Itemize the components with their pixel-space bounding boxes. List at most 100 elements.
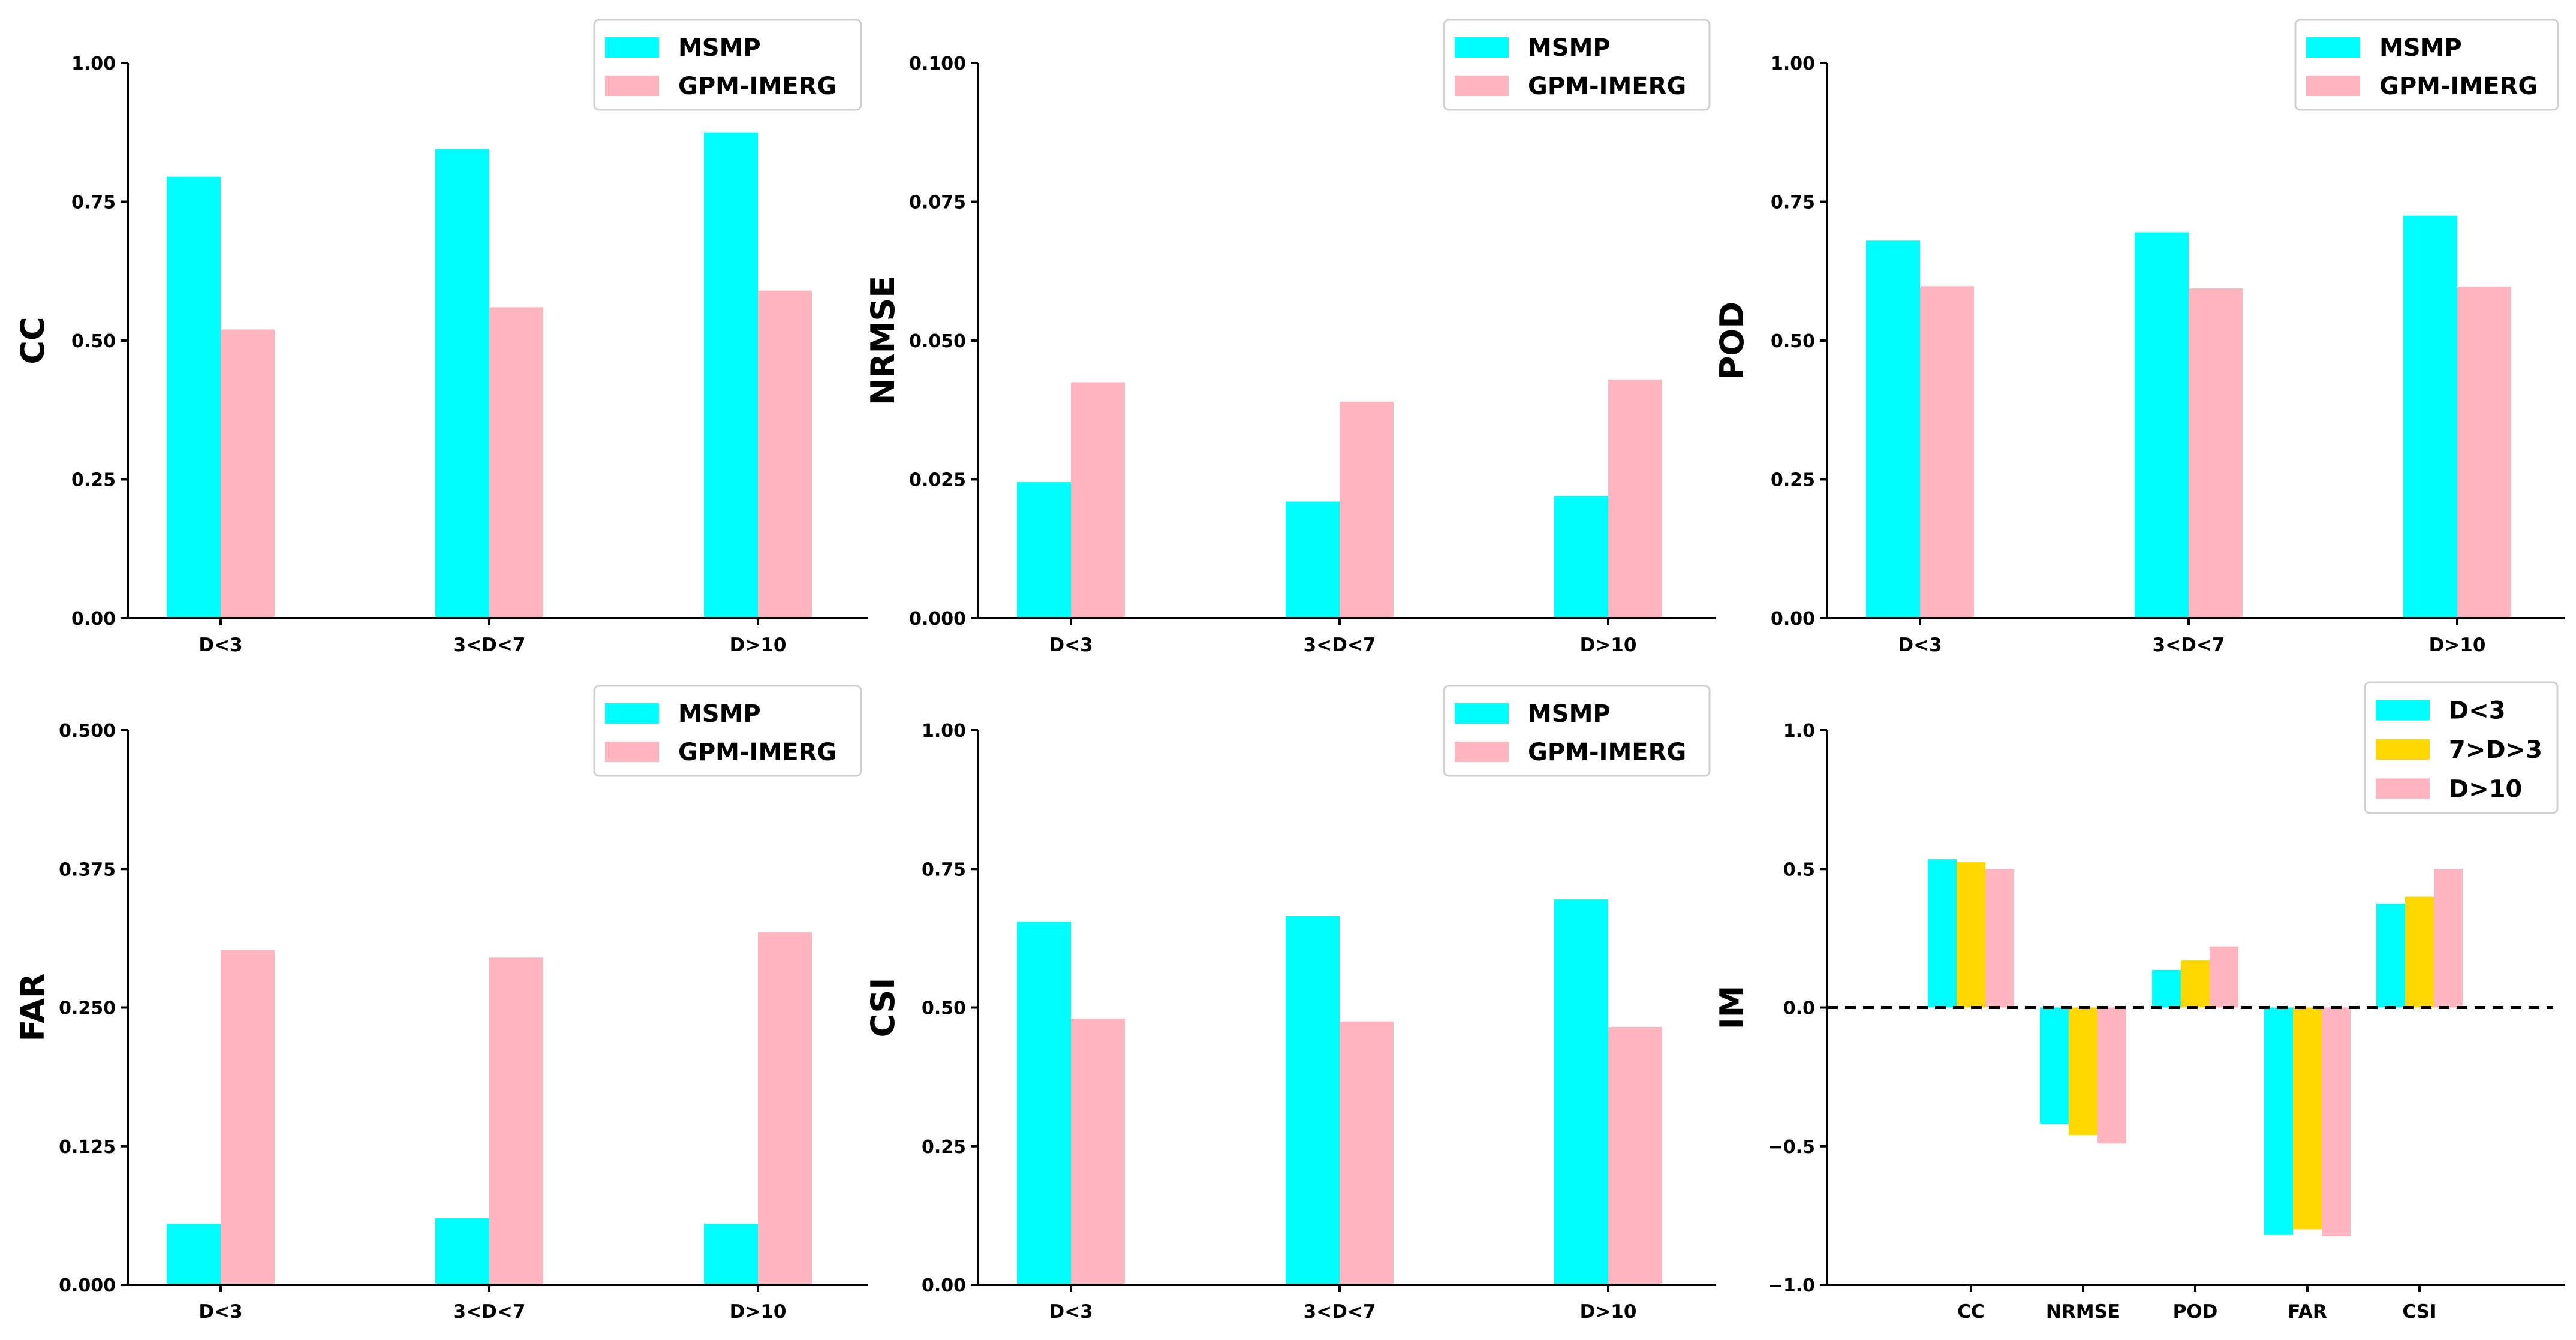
legend-swatch-far-0 [605,703,659,724]
y-tick-label-csi-3: 0.75 [922,859,966,880]
y-tick-label-nrmse-0: 0.000 [909,609,966,630]
chart-cc: 0.00 0.25 0.50 0.75 1.00 D<3 3<D<7 D>10 CC MSMP GP… [14,19,868,656]
x-tick-label-im-4: CSI [2402,1301,2436,1323]
legend-frame-nrmse [1443,19,1711,111]
x-tick-label-im-1: NRMSE [2046,1301,2120,1323]
y-tick-label-im-4: 1.0 [1783,721,1815,742]
bar-far-GPMIMERG-1 [489,957,543,1285]
bar-im-7D3-3 [2293,1007,2322,1230]
x-tick-label-im-0: CC [1957,1301,1985,1323]
y-tick-label-far-3: 0.375 [59,859,116,880]
bar-far-MSMP-1 [435,1218,489,1285]
x-tick-label-nrmse-1: 3<D<7 [1304,634,1376,656]
y-axis-label-csi: CSI [864,978,902,1038]
chart-im: −1.0 −0.5 0.0 0.5 1.0 CC NRMSE POD FAR CSI IM D<3 7>… [1713,681,2565,1323]
x-tick-label-far-2: D>10 [730,1301,787,1323]
legend-far: MSMP GPM-IMERG [593,685,862,777]
y-tick-label-nrmse-4: 0.100 [909,53,966,74]
x-tick-label-csi-2: D>10 [1580,1301,1637,1323]
legend-label-csi-0: MSMP [1528,700,1611,728]
bar-far-MSMP-2 [704,1224,758,1285]
y-tick-label-csi-4: 1.00 [922,721,966,742]
y-tick-label-far-2: 0.250 [59,998,116,1019]
x-tick-label-pod-2: D>10 [2429,634,2486,656]
y-tick-label-far-4: 0.500 [59,721,116,742]
y-tick-label-nrmse-3: 0.075 [909,192,966,213]
bar-im-D10-3 [2322,1007,2351,1237]
bar-im-D10-4 [2434,869,2463,1008]
bar-im-D10-1 [2097,1007,2126,1144]
y-axis-label-cc: CC [14,317,52,364]
legend-label-far-1: GPM-IMERG [678,739,836,766]
bar-pod-MSMP-1 [2135,232,2189,618]
legend-label-im-0: D<3 [2449,697,2506,725]
bar-cc-MSMP-2 [704,132,758,618]
legend-label-cc-1: GPM-IMERG [678,73,836,100]
legend-nrmse: MSMP GPM-IMERG [1443,19,1711,111]
bar-im-7D3-4 [2405,896,2434,1008]
bar-pod-GPMIMERG-2 [2457,287,2511,619]
legend-label-csi-1: GPM-IMERG [1528,739,1686,766]
bar-pod-MSMP-2 [2403,215,2457,618]
legend-label-im-1: 7>D>3 [2449,736,2542,764]
y-axis-label-nrmse: NRMSE [864,276,902,405]
legend-swatch-pod-0 [2306,37,2360,58]
y-tick-label-cc-4: 1.00 [71,53,116,74]
y-tick-label-pod-4: 1.00 [1771,53,1815,74]
bar-im-D3-4 [2376,904,2405,1008]
bar-csi-GPMIMERG-2 [1608,1026,1662,1285]
x-tick-label-csi-1: 3<D<7 [1304,1301,1376,1323]
legend-frame-csi [1443,685,1711,777]
legend-frame-far [593,685,862,777]
bar-csi-MSMP-2 [1554,899,1608,1285]
y-axis-label-pod: POD [1713,302,1751,380]
x-tick-label-pod-1: 3<D<7 [2153,634,2225,656]
x-tick-label-far-1: 3<D<7 [453,1301,526,1323]
y-tick-label-csi-1: 0.25 [922,1137,966,1158]
y-tick-label-im-3: 0.5 [1783,859,1815,880]
bar-nrmse-GPMIMERG-0 [1071,382,1125,618]
x-tick-label-cc-1: 3<D<7 [453,634,526,656]
x-tick-label-nrmse-2: D>10 [1580,634,1637,656]
bar-pod-GPMIMERG-1 [2189,288,2243,618]
y-tick-label-csi-2: 0.50 [922,998,966,1019]
legend-swatch-im-1 [2376,739,2430,760]
x-tick-label-im-2: POD [2173,1301,2218,1323]
legend-swatch-cc-0 [605,37,659,58]
bar-im-D3-2 [2152,970,2181,1008]
y-tick-label-nrmse-2: 0.050 [909,331,966,352]
bar-cc-GPMIMERG-2 [758,290,812,618]
bar-cc-MSMP-1 [435,149,489,618]
legend-swatch-im-0 [2376,700,2430,721]
legend-im: D<3 7>D>3 D>10 [2364,681,2559,814]
legend-swatch-csi-1 [1455,742,1509,762]
y-axis-label-im: IM [1713,986,1751,1030]
chart-csi: 0.00 0.25 0.50 0.75 1.00 D<3 3<D<7 D>10 CSI MSMP G… [864,685,1716,1323]
y-tick-label-im-0: −1.0 [1768,1275,1815,1296]
bar-csi-GPMIMERG-0 [1071,1019,1125,1285]
y-tick-label-cc-2: 0.50 [71,331,116,352]
x-tick-label-csi-0: D<3 [1049,1301,1093,1323]
legend-swatch-cc-1 [605,76,659,96]
legend-label-pod-0: MSMP [2379,34,2462,62]
legend-label-pod-1: GPM-IMERG [2379,73,2538,100]
legend-label-far-0: MSMP [678,700,761,728]
bar-im-D3-1 [2040,1007,2069,1124]
x-tick-label-cc-2: D>10 [730,634,787,656]
y-tick-label-cc-3: 0.75 [71,192,116,213]
x-tick-label-nrmse-0: D<3 [1049,634,1093,656]
legend-swatch-csi-0 [1455,703,1509,724]
legend-swatch-im-2 [2376,778,2430,799]
y-tick-label-pod-1: 0.25 [1771,470,1815,491]
bar-nrmse-MSMP-2 [1554,496,1608,618]
x-tick-label-im-3: FAR [2288,1301,2327,1323]
x-tick-label-pod-0: D<3 [1898,634,1942,656]
bar-csi-MSMP-1 [1286,916,1340,1285]
bar-cc-GPMIMERG-0 [221,329,275,618]
bar-im-D10-0 [1985,869,2014,1008]
legend-swatch-nrmse-1 [1455,76,1509,96]
bar-nrmse-GPMIMERG-1 [1340,401,1394,618]
y-tick-label-pod-0: 0.00 [1771,609,1815,630]
y-tick-label-nrmse-1: 0.025 [909,470,966,491]
